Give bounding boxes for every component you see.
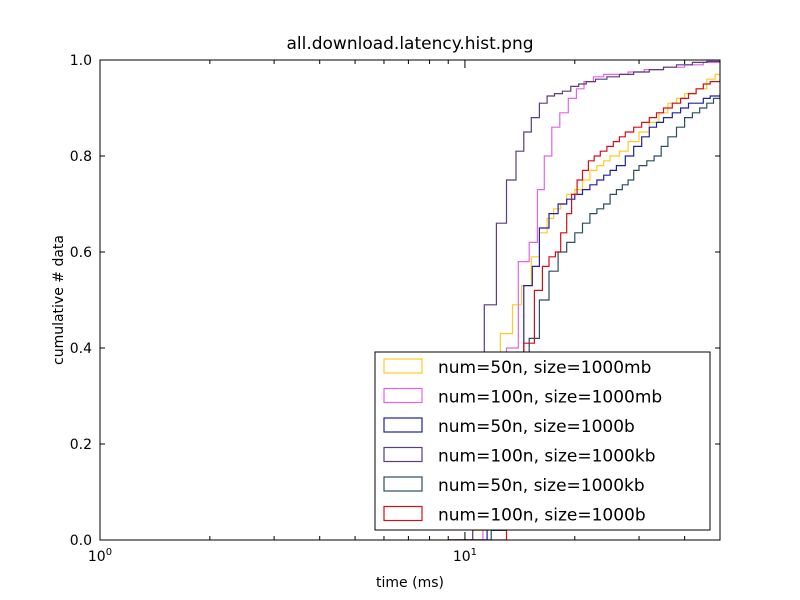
legend-swatch-1 [383,358,423,374]
legend-swatch-4 [383,446,423,463]
y-tick-label: 1.0 [70,53,92,69]
plot-frame [99,59,721,541]
x-axis-label: time (ms) [376,575,444,591]
legend-swatch-2 [383,387,423,404]
legend-label-1: num=50n, size=1000mb [438,358,651,378]
y-tick-label: 0.6 [70,245,92,261]
series-line-4 [456,60,720,540]
y-tick-label: 0.4 [70,341,92,357]
legend-swatch-5 [383,476,423,492]
legend-label-2: num=100n, size=1000mb [438,388,662,408]
y-axis-label: cumulative # data [51,235,67,365]
legend-label-4: num=100n, size=1000kb [438,447,656,467]
series-line-1 [429,73,720,540]
y-tick-label: 0.0 [70,533,92,549]
legend-entries: num=50n, size=1000mb num=100n, size=1000m… [383,358,662,526]
chart-title: all.download.latency.hist.png [286,34,533,54]
x-tick-label: 101 [453,547,477,565]
series-line-3 [448,93,720,540]
ticks-layer: 0.0 0.2 0.4 0.6 0.8 1.0 100 101 [70,53,721,565]
series-line-5 [448,96,720,540]
y-tick-label: 0.2 [70,437,92,453]
x-tick-label: 100 [88,547,112,565]
y-tick-label: 0.8 [70,149,92,165]
legend-label-3: num=50n, size=1000b [438,417,635,437]
series-line-6 [448,79,720,540]
legend-label-6: num=100n, size=1000b [438,506,646,526]
legend-swatch-6 [383,505,423,522]
legend-box [374,351,711,531]
series-layer [429,60,720,540]
legend-swatch-3 [383,417,423,433]
legend: num=50n, size=1000mb num=100n, size=1000m… [374,351,711,531]
legend-label-5: num=50n, size=1000kb [438,476,645,496]
